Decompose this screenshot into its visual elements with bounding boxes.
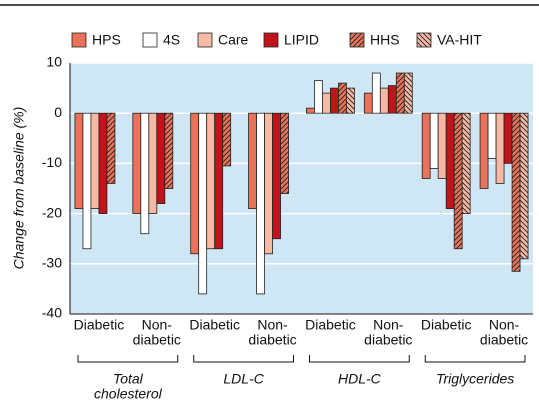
x-tick-label: Non- <box>257 317 288 333</box>
bar <box>395 72 405 114</box>
group-label: HDL-C <box>338 371 382 387</box>
bar <box>272 112 281 240</box>
bar <box>519 112 529 260</box>
x-tick-label: diabetic <box>248 332 296 348</box>
bar <box>140 112 150 235</box>
bar <box>264 112 273 255</box>
legend-swatch <box>349 32 365 48</box>
bar <box>198 112 208 295</box>
bar <box>222 112 232 167</box>
legend-swatch <box>142 32 158 48</box>
legend-label: Care <box>218 32 249 48</box>
group-label: Total <box>113 371 144 387</box>
bar <box>338 82 347 114</box>
bar <box>495 112 505 184</box>
bar <box>132 112 142 214</box>
bar <box>503 112 513 164</box>
bar <box>82 112 92 250</box>
y-tick-label: 0 <box>54 104 62 120</box>
y-tick-label: 10 <box>46 54 62 70</box>
bar <box>461 112 471 214</box>
bar <box>164 112 174 189</box>
x-tick-label: Diabetic <box>421 317 472 333</box>
y-tick-label: -20 <box>42 204 62 220</box>
group-bracket <box>424 355 526 363</box>
bar <box>106 112 116 184</box>
x-tick-label: Non- <box>142 317 173 333</box>
bar <box>206 112 216 250</box>
legend-label: HHS <box>370 32 400 48</box>
legend-label: VA-HIT <box>437 32 482 48</box>
bar <box>306 107 315 114</box>
bar <box>403 72 413 114</box>
bar <box>248 112 257 209</box>
bar <box>280 112 289 194</box>
group-label: Triglycerides <box>436 371 514 387</box>
bar <box>346 87 355 114</box>
y-tick-label: -10 <box>42 154 62 170</box>
bar <box>148 112 158 214</box>
bar <box>379 87 389 114</box>
x-tick-label: diabetic <box>133 332 181 348</box>
bar <box>314 80 323 114</box>
bar <box>74 112 84 209</box>
bar <box>511 112 521 272</box>
x-tick-label: Non- <box>373 317 404 333</box>
x-tick-label: Diabetic <box>74 317 125 333</box>
bar <box>479 112 489 189</box>
y-axis-label: Change from baseline (%) <box>11 107 27 270</box>
y-tick-label: -30 <box>42 255 62 271</box>
bar <box>429 112 439 169</box>
bar <box>363 92 373 114</box>
x-tick-label: Diabetic <box>305 317 356 333</box>
bar <box>387 85 397 114</box>
bar <box>453 112 463 250</box>
legend-label: HPS <box>92 32 121 48</box>
x-tick-label: diabetic <box>480 332 528 348</box>
bar <box>437 112 447 179</box>
legend-swatch <box>263 32 279 48</box>
bar <box>487 112 497 159</box>
legend-swatch <box>416 32 432 48</box>
group-bracket <box>309 355 410 363</box>
bar <box>445 112 455 209</box>
x-tick-label: Non- <box>489 317 520 333</box>
bar <box>421 112 431 179</box>
y-tick-label: -40 <box>42 305 62 321</box>
bar <box>330 87 339 114</box>
bar <box>98 112 108 214</box>
bar <box>322 92 331 114</box>
group-bracket <box>193 355 294 363</box>
bar <box>371 72 381 114</box>
bar <box>156 112 166 204</box>
legend-label: LIPID <box>284 32 319 48</box>
bar <box>190 112 200 255</box>
x-tick-label: Diabetic <box>189 317 240 333</box>
legend-swatch <box>197 32 213 48</box>
group-label: LDL-C <box>223 371 264 387</box>
group-bracket <box>77 355 179 363</box>
legend-label: 4S <box>163 32 180 48</box>
bar <box>256 112 265 295</box>
group-label: cholesterol <box>94 386 163 402</box>
x-tick-label: diabetic <box>364 332 412 348</box>
legend-swatch <box>71 32 87 48</box>
bar <box>214 112 224 250</box>
bar <box>90 112 100 209</box>
